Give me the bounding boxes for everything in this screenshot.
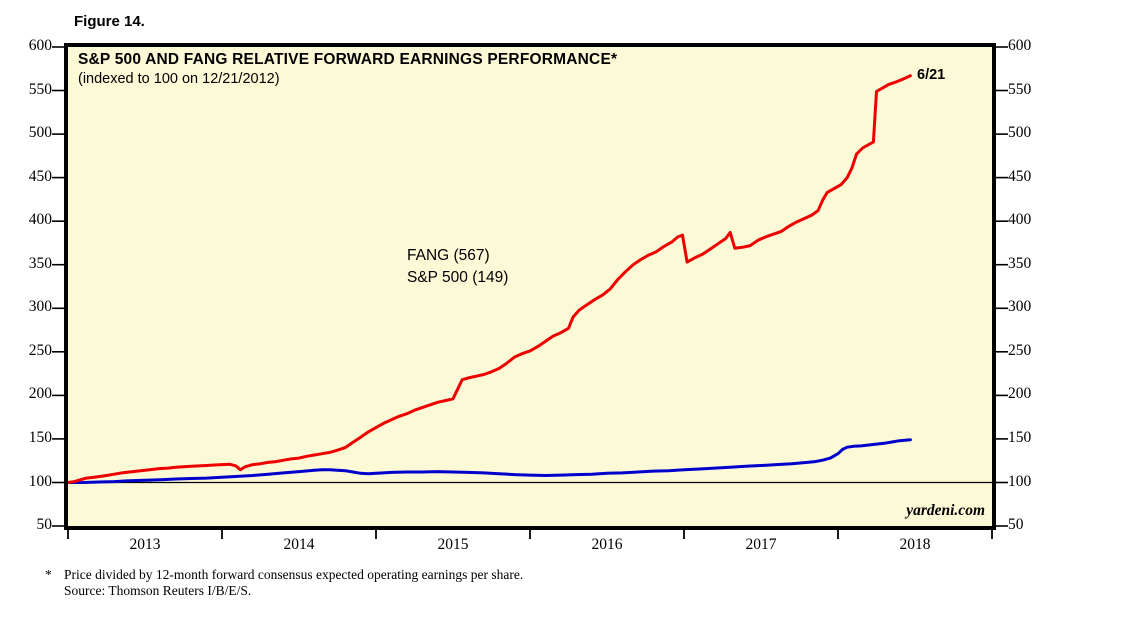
series-line-s-p-500 xyxy=(66,438,912,484)
footnote-line2: Source: Thomson Reuters I/B/E/S. xyxy=(64,583,252,598)
legend-entry-sp500: S&P 500 (149) xyxy=(407,269,509,286)
plot-frame xyxy=(64,43,996,530)
endpoint-date-annotation: 6/21 xyxy=(917,67,946,83)
chart-title: S&P 500 AND FANG RELATIVE FORWARD EARNIN… xyxy=(78,51,618,68)
series-line-fang xyxy=(66,74,912,484)
legend-entry-fang: FANG (567) xyxy=(407,247,490,264)
footnote-marker: * xyxy=(45,567,52,582)
footnote: * Price divided by 12-month forward cons… xyxy=(45,567,523,599)
chart-legend: FANG (567) S&P 500 (149) xyxy=(407,245,508,289)
watermark: yardeni.com xyxy=(906,502,985,519)
figure-label: Figure 14. xyxy=(74,13,145,30)
plot-background xyxy=(66,45,994,528)
footnote-line1: Price divided by 12-month forward consen… xyxy=(64,567,524,582)
chart-subtitle: (indexed to 100 on 12/21/2012) xyxy=(78,71,280,87)
